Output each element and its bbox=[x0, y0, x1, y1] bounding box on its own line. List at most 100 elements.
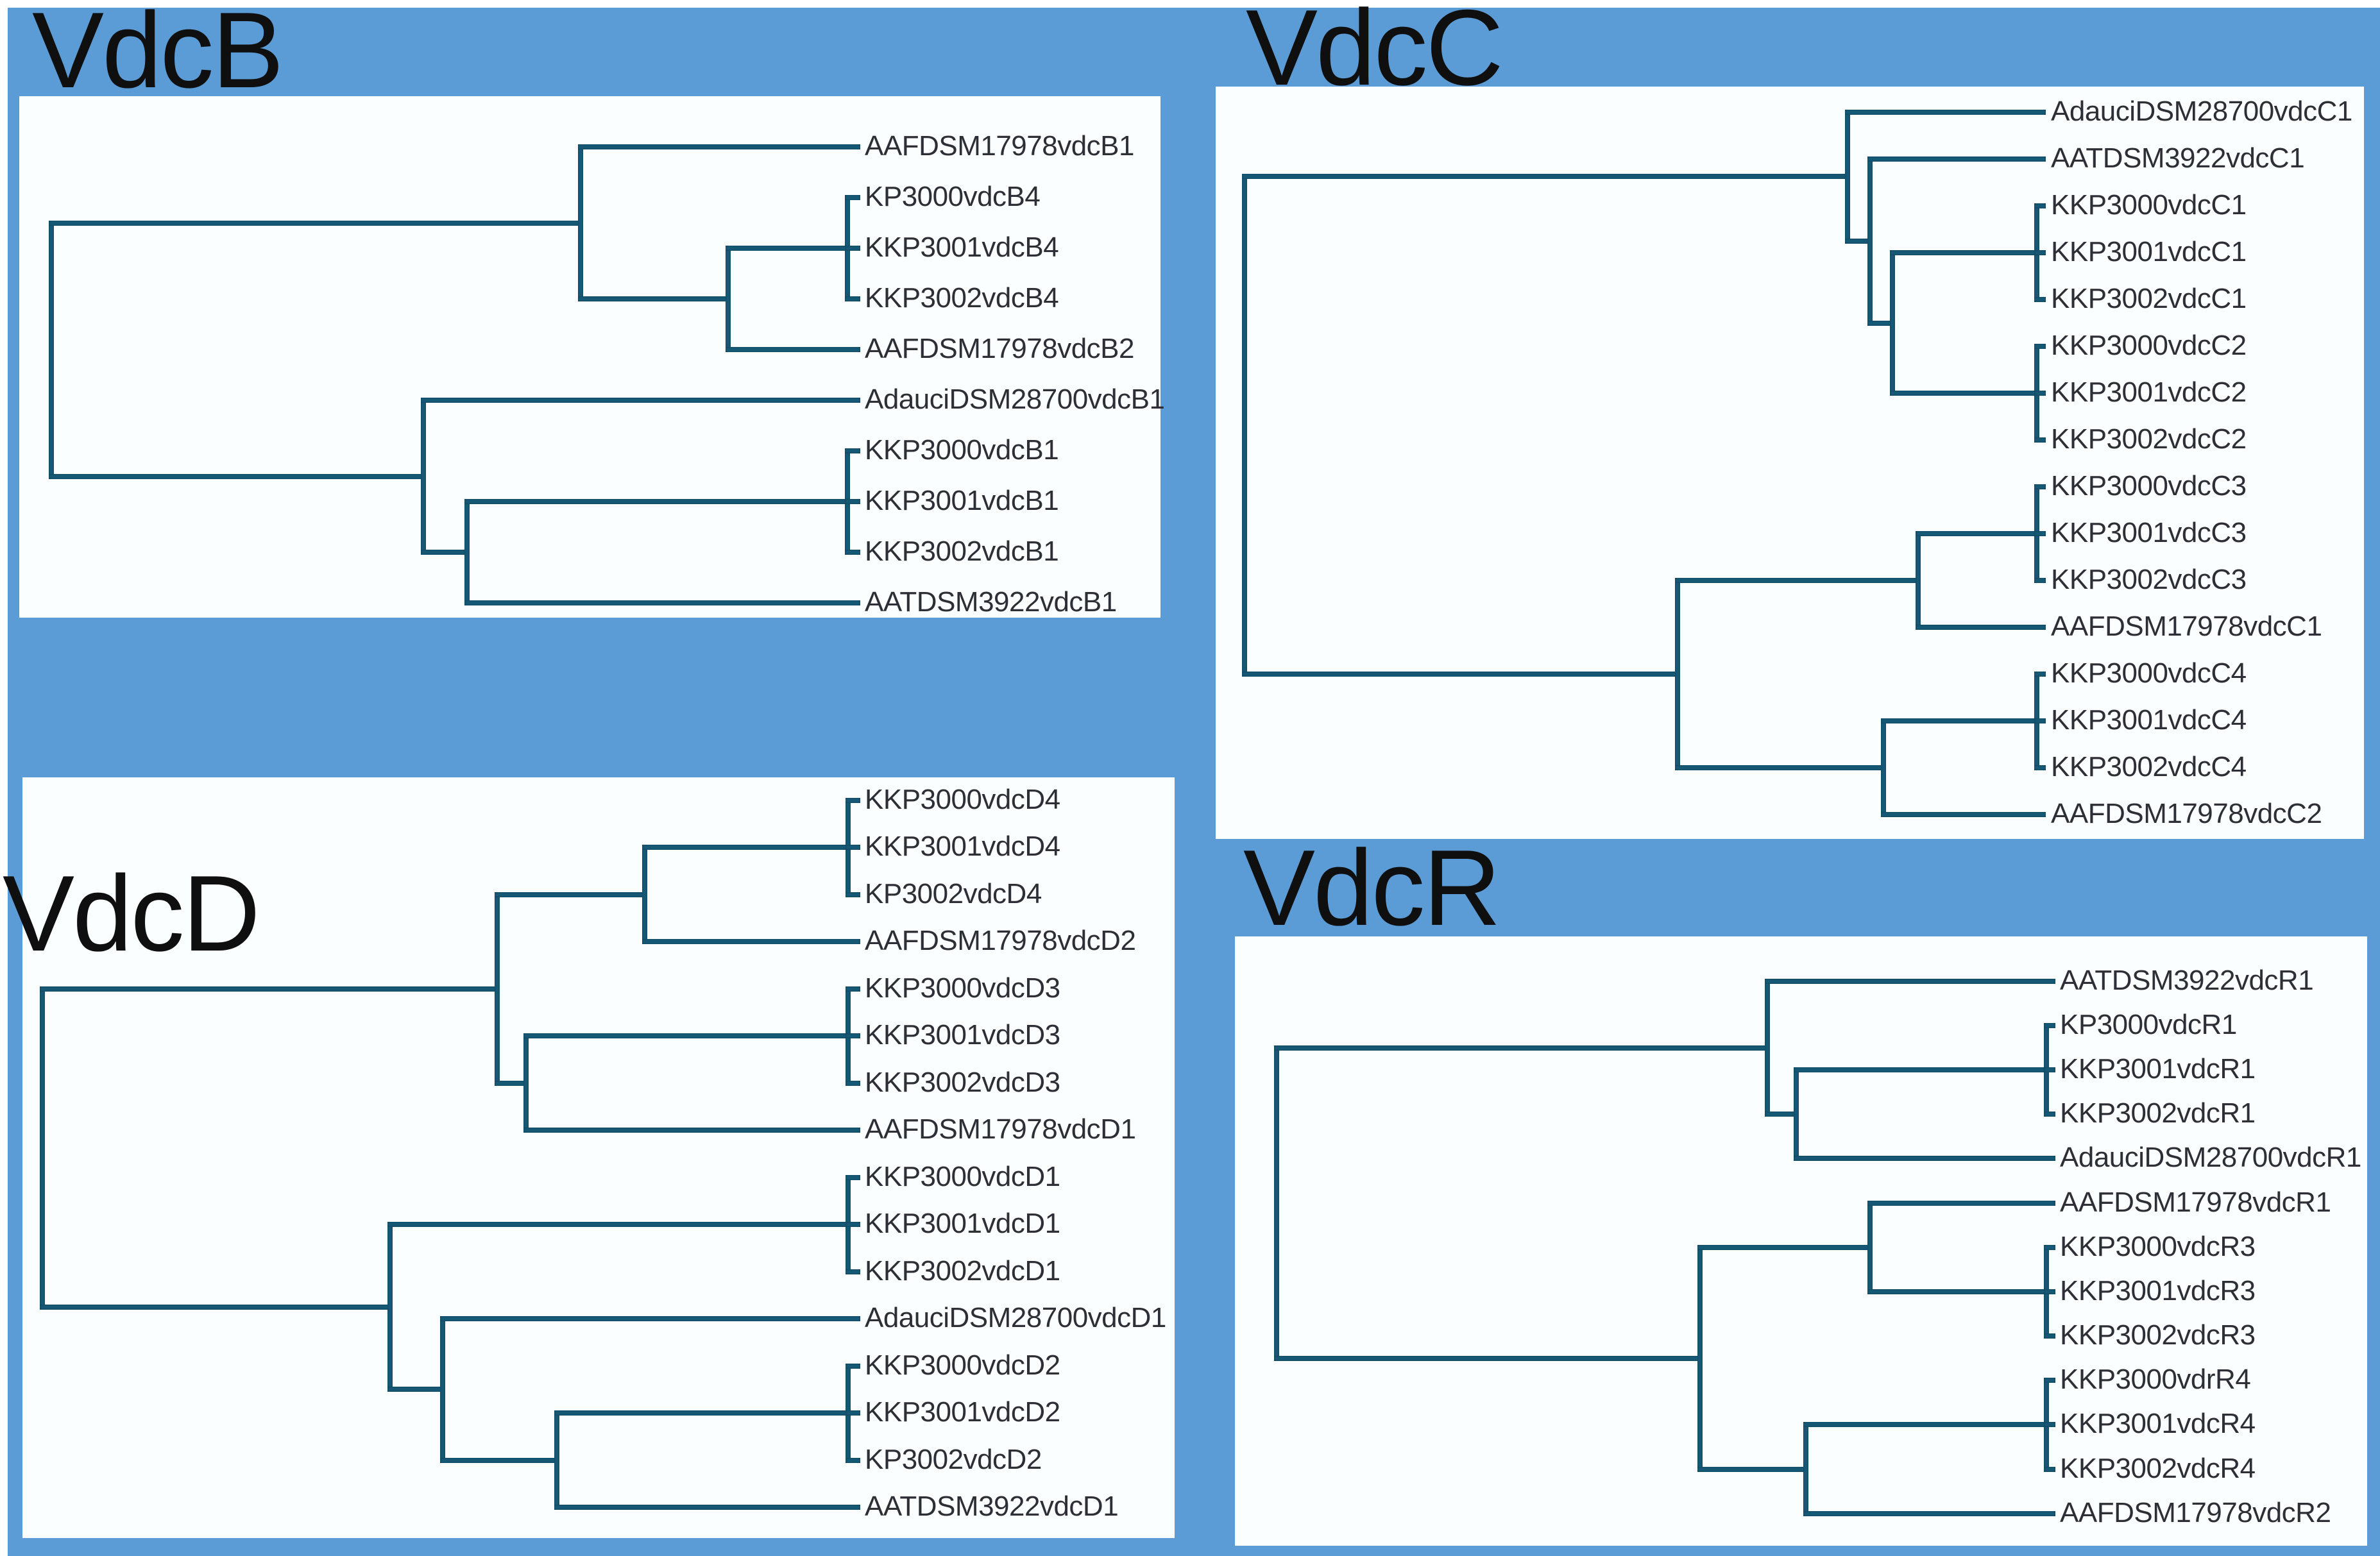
tree-branch-horizontal bbox=[2044, 1378, 2055, 1383]
tree-branch-horizontal bbox=[464, 600, 860, 605]
tree-branch-horizontal bbox=[1274, 1355, 1703, 1361]
taxon-label: KKP3001vdcB1 bbox=[865, 485, 1059, 517]
tree-branch-horizontal bbox=[845, 246, 860, 251]
tree-branch-horizontal bbox=[1867, 320, 1895, 326]
tree-branch-vertical bbox=[1881, 718, 1886, 817]
tree-branch-horizontal bbox=[2034, 765, 2046, 770]
tree-branch-horizontal bbox=[464, 499, 850, 504]
tree-branch-horizontal bbox=[49, 473, 426, 479]
tree-branch-horizontal bbox=[642, 845, 851, 850]
taxon-label: KP3000vdcR1 bbox=[2060, 1009, 2237, 1041]
tree-branch-horizontal bbox=[1803, 1422, 2049, 1428]
tree-branch-vertical bbox=[464, 499, 470, 605]
tree-branch-vertical bbox=[1794, 1067, 1799, 1161]
tree-branch-vertical bbox=[1675, 578, 1680, 770]
taxon-label: AAFDSM17978vdcD1 bbox=[865, 1113, 1136, 1146]
tree-branch-horizontal bbox=[40, 1304, 393, 1310]
tree-branch-horizontal bbox=[1867, 1289, 2049, 1294]
taxon-label: KKP3001vdcC1 bbox=[2051, 236, 2247, 268]
taxon-label: KKP3002vdcC1 bbox=[2051, 283, 2247, 315]
taxon-label: AdauciDSM28700vdcC1 bbox=[2051, 96, 2352, 128]
taxon-label: KKP3002vdcB1 bbox=[865, 536, 1059, 568]
taxon-label: KKP3002vdcC4 bbox=[2051, 751, 2247, 783]
taxon-label: KKP3000vdcD4 bbox=[865, 784, 1060, 816]
vdcr-title: VdcR bbox=[1243, 827, 1501, 948]
tree-branch-horizontal bbox=[1845, 110, 2046, 115]
taxon-label: KKP3001vdcR3 bbox=[2060, 1275, 2256, 1307]
taxon-label: KKP3001vdcB4 bbox=[865, 232, 1059, 264]
tree-branch-horizontal bbox=[2034, 203, 2046, 208]
tree-branch-horizontal bbox=[846, 798, 860, 803]
tree-branch-horizontal bbox=[2044, 1023, 2055, 1028]
taxon-label: KKP3000vdcB1 bbox=[865, 434, 1059, 466]
tree-branch-horizontal bbox=[523, 1033, 851, 1039]
tree-branch-horizontal bbox=[2034, 437, 2046, 443]
tree-branch-horizontal bbox=[2034, 718, 2046, 723]
tree-branch-horizontal bbox=[2034, 672, 2046, 677]
tree-branch-horizontal bbox=[846, 1175, 860, 1180]
tree-branch-vertical bbox=[1242, 174, 1247, 677]
tree-branch-horizontal bbox=[846, 892, 860, 897]
tree-branch-vertical bbox=[578, 144, 583, 301]
tree-branch-horizontal bbox=[2044, 1333, 2055, 1339]
tree-branch-horizontal bbox=[1274, 1045, 1770, 1051]
tree-branch-vertical bbox=[387, 1222, 393, 1392]
tree-branch-horizontal bbox=[421, 550, 470, 555]
tree-branch-horizontal bbox=[1794, 1156, 2055, 1161]
taxon-label: AAFDSM17978vdcB1 bbox=[865, 130, 1135, 162]
taxon-label: KKP3002vdcD3 bbox=[865, 1067, 1060, 1099]
vdcc-title: VdcC bbox=[1246, 0, 1504, 108]
tree-branch-horizontal bbox=[440, 1457, 559, 1463]
tree-branch-horizontal bbox=[1867, 156, 2046, 162]
tree-branch-horizontal bbox=[846, 1081, 860, 1086]
tree-branch-horizontal bbox=[1803, 1511, 2055, 1516]
taxon-label: AdauciDSM28700vdcD1 bbox=[865, 1302, 1166, 1334]
tree-branch-horizontal bbox=[2034, 250, 2046, 255]
tree-branch-horizontal bbox=[1890, 391, 2039, 396]
tree-branch-horizontal bbox=[1242, 672, 1680, 677]
taxon-label: KKP3001vdcR1 bbox=[2060, 1053, 2256, 1085]
tree-branch-horizontal bbox=[1765, 979, 2055, 984]
tree-branch-horizontal bbox=[2044, 1245, 2055, 1250]
taxon-label: AAFDSM17978vdcR2 bbox=[2060, 1497, 2331, 1529]
tree-branch-vertical bbox=[523, 1033, 529, 1133]
tree-branch-horizontal bbox=[2034, 297, 2046, 302]
vdcc-tree-panel bbox=[1216, 87, 2364, 839]
tree-branch-horizontal bbox=[1675, 765, 1886, 770]
taxon-label: KP3002vdcD2 bbox=[865, 1444, 1042, 1476]
tree-branch-horizontal bbox=[1916, 625, 2046, 630]
tree-branch-horizontal bbox=[846, 1364, 860, 1369]
tree-branch-horizontal bbox=[440, 1316, 860, 1321]
taxon-label: AATDSM3922vdcR1 bbox=[2060, 965, 2314, 997]
taxon-label: KKP3002vdcC3 bbox=[2051, 564, 2247, 596]
tree-branch-horizontal bbox=[1881, 718, 2039, 723]
tree-branch-horizontal bbox=[1675, 578, 1921, 583]
tree-branch-vertical bbox=[49, 220, 54, 479]
tree-branch-horizontal bbox=[726, 246, 850, 251]
tree-branch-horizontal bbox=[578, 144, 860, 149]
taxon-label: AAFDSM17978vdcD2 bbox=[865, 925, 1136, 957]
taxon-label: KKP3000vdcD1 bbox=[865, 1161, 1060, 1193]
tree-branch-horizontal bbox=[2034, 531, 2046, 536]
tree-branch-horizontal bbox=[1916, 531, 2039, 536]
tree-branch-horizontal bbox=[2034, 484, 2046, 489]
taxon-label: AATDSM3922vdcC1 bbox=[2051, 142, 2305, 174]
taxon-label: KKP3002vdcR3 bbox=[2060, 1319, 2256, 1351]
tree-branch-horizontal bbox=[523, 1128, 860, 1133]
tree-branch-vertical bbox=[421, 398, 426, 555]
taxon-label: KP3000vdcB4 bbox=[865, 181, 1041, 213]
tree-branch-horizontal bbox=[846, 1410, 860, 1416]
taxon-label: KKP3001vdcC4 bbox=[2051, 704, 2247, 736]
tree-branch-horizontal bbox=[2044, 1112, 2055, 1117]
tree-branch-horizontal bbox=[387, 1222, 851, 1228]
taxon-label: AAFDSM17978vdcR1 bbox=[2060, 1187, 2331, 1219]
tree-branch-horizontal bbox=[2044, 1289, 2055, 1294]
tree-branch-horizontal bbox=[387, 1387, 445, 1392]
vdcd-title: VdcD bbox=[3, 853, 260, 974]
tree-branch-vertical bbox=[1867, 1201, 1873, 1294]
taxon-label: KKP3000vdcR3 bbox=[2060, 1231, 2256, 1263]
tree-branch-vertical bbox=[642, 845, 647, 944]
tree-branch-vertical bbox=[1890, 250, 1895, 396]
taxon-label: KKP3002vdcB4 bbox=[865, 282, 1059, 314]
tree-branch-vertical bbox=[554, 1410, 559, 1510]
